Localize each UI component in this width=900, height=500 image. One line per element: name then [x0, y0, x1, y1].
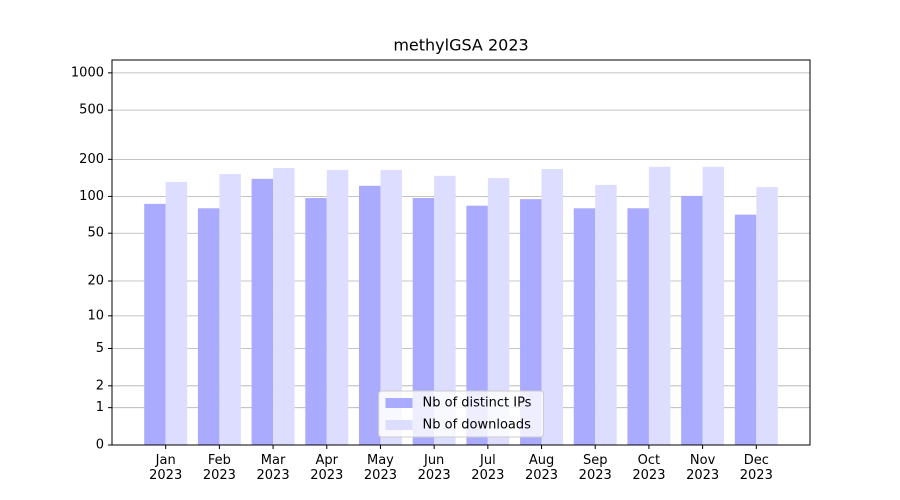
- x-tick-label: Jul 2023: [471, 453, 505, 483]
- bar: [541, 169, 564, 445]
- x-tick-label: Nov 2023: [686, 453, 720, 483]
- bar: [681, 195, 703, 445]
- y-tick-label: 100: [79, 189, 104, 204]
- bar: [756, 187, 778, 445]
- legend-swatch: [385, 420, 413, 430]
- y-tick-label: 20: [87, 274, 104, 289]
- y-tick-label: 500: [79, 103, 104, 118]
- x-tick-label: Jan 2023: [149, 453, 183, 483]
- legend-swatch: [385, 398, 413, 408]
- x-tick-label: Dec 2023: [739, 453, 773, 483]
- bar: [197, 208, 220, 445]
- x-tick-label: Oct 2023: [632, 453, 666, 483]
- bar: [627, 208, 649, 445]
- bar: [734, 214, 757, 445]
- legend-label: Nb of downloads: [423, 418, 532, 433]
- bar: [273, 168, 295, 446]
- bar: [520, 199, 542, 445]
- bar: [326, 169, 349, 446]
- legend: Nb of distinct IPs Nb of downloads: [378, 390, 544, 438]
- x-tick-label: Mar 2023: [256, 453, 290, 483]
- y-tick-label: 5: [96, 341, 104, 356]
- bar: [573, 208, 596, 445]
- plot-frame: [111, 59, 811, 446]
- y-tick-label: 1000: [71, 65, 104, 80]
- chart-title: methylGSA 2023: [393, 36, 528, 55]
- bar: [219, 174, 241, 445]
- bar: [305, 198, 327, 445]
- x-tick-label: Aug 2023: [524, 453, 559, 483]
- bar: [702, 166, 725, 445]
- bar: [466, 205, 488, 445]
- legend-label: Nb of distinct IPs: [423, 396, 532, 411]
- bar: [595, 184, 617, 445]
- y-tick-label: 0: [96, 438, 104, 453]
- bar: [358, 185, 381, 446]
- bar: [380, 169, 402, 446]
- bar: [144, 203, 166, 445]
- bar: [412, 198, 435, 445]
- x-tick-label: May 2023: [363, 453, 397, 483]
- y-tick-label: 10: [87, 308, 104, 323]
- x-tick-label: Apr 2023: [310, 453, 344, 483]
- bar: [487, 178, 510, 446]
- x-tick-label: Sep 2023: [578, 453, 612, 483]
- legend-box: [378, 390, 544, 438]
- bar: [251, 178, 274, 446]
- y-tick-label: 200: [79, 152, 104, 167]
- bar: [648, 166, 671, 445]
- y-tick-label: 2: [96, 378, 104, 393]
- x-tick-label: Jun 2023: [417, 453, 451, 483]
- y-tick-label: 50: [87, 226, 104, 241]
- y-tick-label: 1: [96, 400, 104, 415]
- bar: [165, 181, 188, 445]
- bar: [434, 175, 456, 445]
- x-tick-label: Feb 2023: [202, 453, 236, 483]
